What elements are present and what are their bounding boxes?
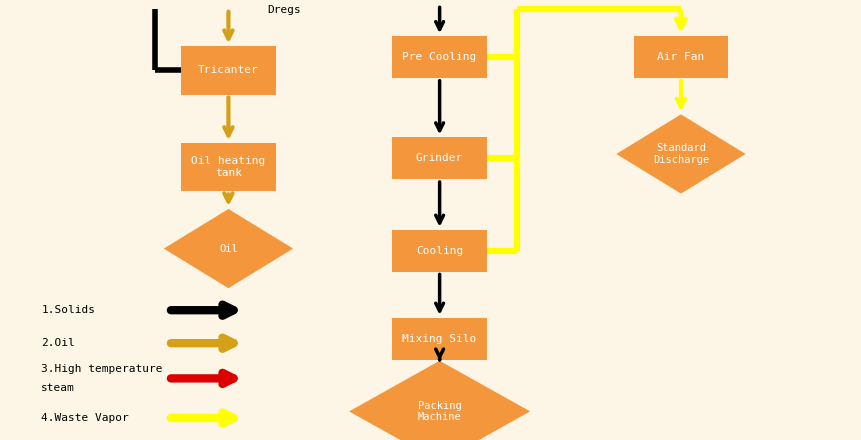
Text: Grinder: Grinder [416,154,462,163]
Polygon shape [616,114,745,194]
FancyBboxPatch shape [392,137,486,180]
Text: Air Fan: Air Fan [657,52,703,62]
Text: Oil heating
tank: Oil heating tank [191,156,265,178]
Text: Tricanter: Tricanter [198,66,258,75]
Text: Pre Cooling: Pre Cooling [402,52,476,62]
Text: steam: steam [41,383,75,393]
FancyBboxPatch shape [181,143,276,191]
FancyBboxPatch shape [392,230,486,271]
Text: 4.Waste Vapor: 4.Waste Vapor [41,413,129,423]
Text: 3.High temperature: 3.High temperature [41,364,163,374]
FancyBboxPatch shape [181,46,276,95]
Text: Standard
Discharge: Standard Discharge [652,143,709,165]
FancyBboxPatch shape [392,318,486,360]
Polygon shape [349,361,530,440]
Text: Mixing Silo: Mixing Silo [402,334,476,344]
FancyBboxPatch shape [392,36,486,78]
Polygon shape [164,209,293,288]
Text: Oil: Oil [219,244,238,253]
Text: 1.Solids: 1.Solids [41,305,96,315]
Text: Cooling: Cooling [416,246,462,256]
FancyBboxPatch shape [633,36,728,78]
Text: Packing
Machine: Packing Machine [418,400,461,422]
Text: Dregs: Dregs [267,5,300,15]
Text: 2.Oil: 2.Oil [41,338,75,348]
